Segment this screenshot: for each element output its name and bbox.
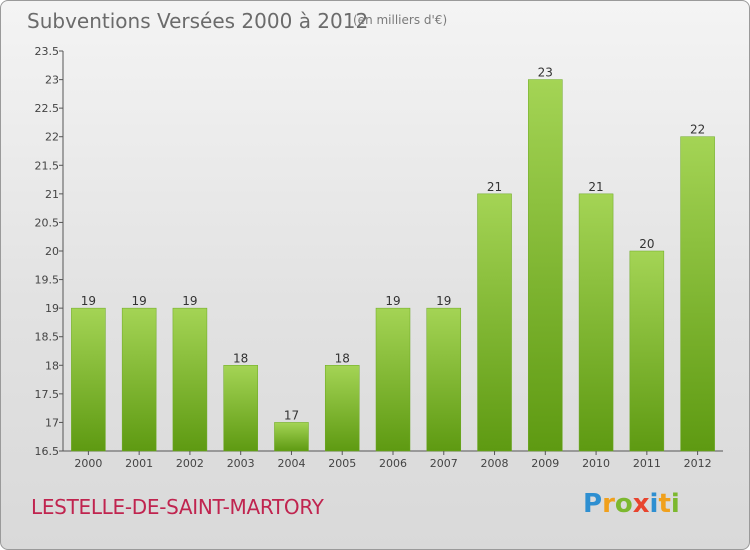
data-label: 19 [132, 294, 147, 308]
x-tick-label: 2010 [582, 457, 610, 470]
data-label: 21 [588, 180, 603, 194]
data-label: 21 [487, 180, 502, 194]
data-label: 19 [385, 294, 400, 308]
bar [629, 250, 665, 452]
brand-letter: i [649, 489, 659, 519]
y-tick-label: 21 [45, 188, 59, 201]
x-tick-label: 2001 [125, 457, 153, 470]
brand-letter: o [614, 489, 633, 519]
x-tick-label: 2008 [481, 457, 509, 470]
x-tick-label: 2002 [176, 457, 204, 470]
brand-letter: r [602, 489, 615, 519]
brand-logo[interactable]: Proxiti [583, 489, 680, 519]
data-label: 20 [639, 237, 654, 251]
data-label: 22 [690, 123, 705, 137]
bar [274, 422, 309, 452]
y-tick-label: 17 [45, 416, 59, 429]
bar [223, 365, 258, 452]
y-tick-label: 16.5 [35, 445, 60, 458]
bar [426, 307, 462, 452]
bar [121, 307, 157, 452]
unit-note: (en milliers d'€) [353, 13, 448, 27]
y-tick-label: 20.5 [35, 216, 60, 229]
bar [324, 365, 360, 452]
x-tick-label: 2012 [684, 457, 712, 470]
chart-title: Subventions Versées 2000 à 2012 [27, 9, 369, 33]
bar [680, 136, 715, 452]
data-label: 18 [335, 351, 350, 365]
bar [375, 307, 411, 452]
y-tick-label: 23.5 [35, 45, 60, 58]
x-tick-labels: 2000 2001 2002 2003 2004 2005 2006 2007 2008 2009… [74, 451, 712, 470]
y-tick-label: 23 [45, 74, 59, 87]
data-label: 18 [233, 351, 248, 365]
y-tick-labels: 16.5 17 17.5 18 18.5 19 19.5 20 20.5 21 21.5 22 22.5… [35, 45, 63, 458]
y-tick-label: 17.5 [35, 388, 60, 401]
x-tick-label: 2011 [633, 457, 661, 470]
y-tick-label: 18.5 [35, 331, 60, 344]
x-tick-label: 2000 [74, 457, 102, 470]
y-tick-label: 18 [45, 359, 59, 372]
data-label: 23 [538, 66, 553, 80]
brand-letter: t [658, 489, 671, 519]
x-tick-label: 2006 [379, 457, 407, 470]
bar [528, 79, 563, 452]
x-tick-label: 2005 [328, 457, 356, 470]
y-tick-label: 20 [45, 245, 59, 258]
y-tick-label: 22.5 [35, 102, 60, 115]
y-tick-label: 21.5 [35, 159, 60, 172]
bar [477, 193, 512, 452]
x-tick-label: 2007 [430, 457, 458, 470]
data-label: 19 [436, 294, 451, 308]
x-tick-label: 2004 [277, 457, 305, 470]
bar [578, 193, 614, 452]
x-tick-label: 2003 [227, 457, 255, 470]
brand-letter: P [583, 489, 603, 519]
bar [71, 307, 106, 452]
bar [172, 307, 208, 452]
data-label: 19 [182, 294, 197, 308]
data-label: 17 [284, 408, 299, 422]
data-labels: 19 19 19 18 17 18 19 19 21 23 21 20 22 [81, 66, 706, 423]
brand-letter: x [632, 489, 650, 519]
place-name: LESTELLE-DE-SAINT-MARTORY [31, 495, 324, 519]
data-label: 19 [81, 294, 96, 308]
y-tick-label: 22 [45, 131, 59, 144]
bars-group [71, 79, 715, 452]
y-tick-label: 19.5 [35, 274, 60, 287]
x-tick-label: 2009 [531, 457, 559, 470]
brand-letter: i [670, 489, 680, 519]
y-tick-label: 19 [45, 302, 59, 315]
